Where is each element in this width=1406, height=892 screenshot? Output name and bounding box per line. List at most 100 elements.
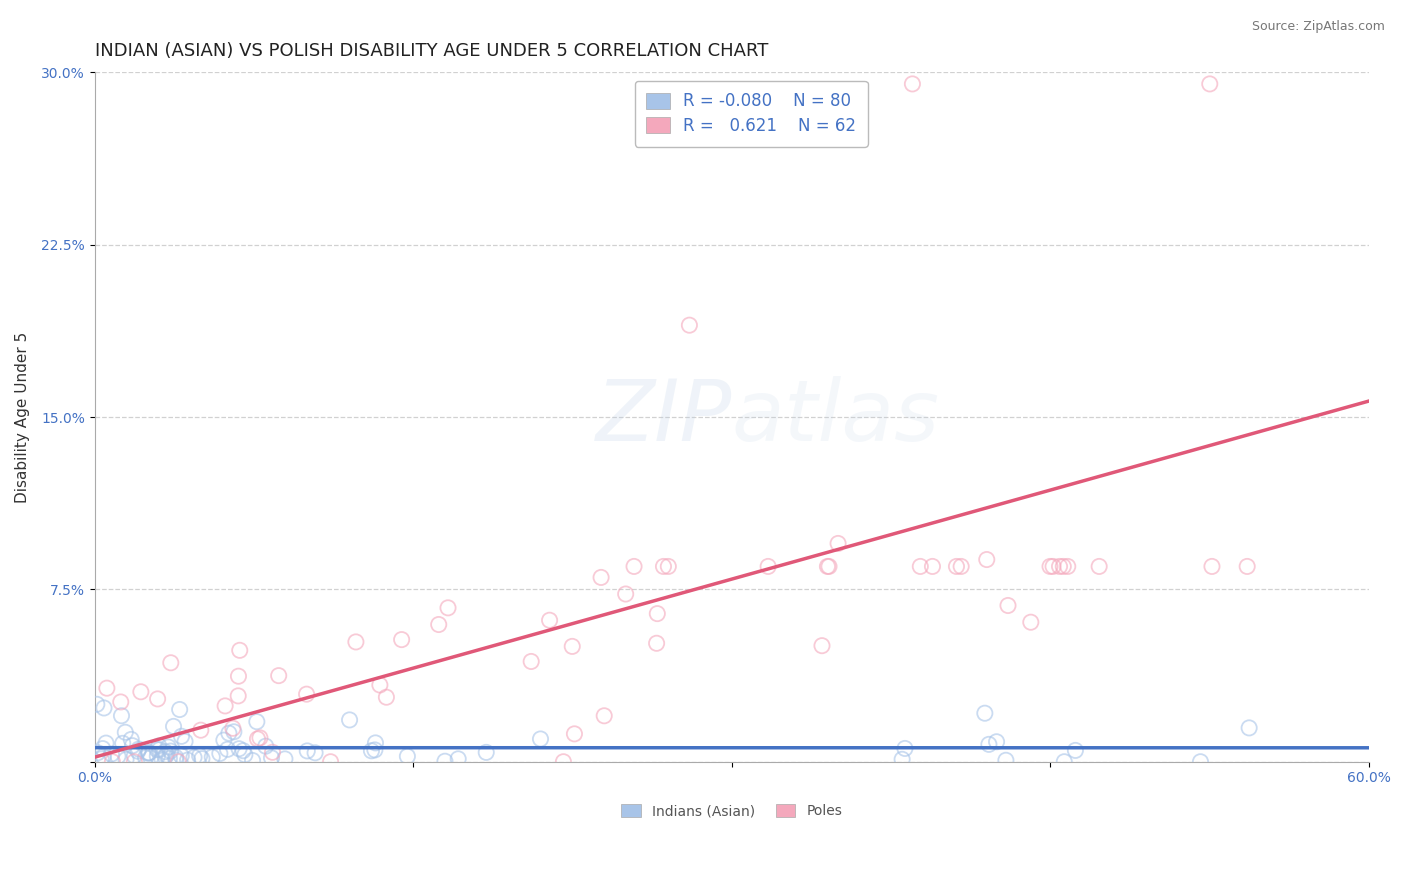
Point: [396, 749, 419, 764]
Point: [110, 708, 132, 723]
Point: [360, 744, 382, 758]
Point: [148, 739, 170, 753]
Point: [138, 746, 160, 760]
Point: [170, 748, 193, 763]
Point: [101, 755, 124, 769]
Point: [319, 755, 342, 769]
Point: [827, 536, 849, 550]
Point: [124, 755, 146, 769]
Point: [520, 655, 543, 669]
Point: [623, 559, 645, 574]
Point: [811, 639, 834, 653]
Point: [368, 678, 391, 692]
Point: [818, 559, 841, 574]
Point: [274, 752, 297, 766]
Point: [614, 587, 637, 601]
Point: [94, 736, 117, 750]
Point: [165, 750, 187, 764]
Point: [1189, 755, 1212, 769]
Point: [997, 599, 1019, 613]
Point: [159, 744, 181, 758]
Point: [86, 746, 108, 760]
Point: [591, 570, 613, 584]
Point: [124, 748, 146, 763]
Point: [188, 748, 211, 763]
Text: INDIAN (ASIAN) VS POLISH DISABILITY AGE UNDER 5 CORRELATION CHART: INDIAN (ASIAN) VS POLISH DISABILITY AGE …: [94, 42, 768, 60]
Point: [1053, 755, 1076, 769]
Point: [155, 747, 177, 762]
Point: [564, 727, 586, 741]
Point: [1056, 559, 1078, 574]
Point: [375, 690, 398, 705]
Point: [170, 729, 193, 743]
Point: [96, 681, 118, 695]
Point: [146, 692, 169, 706]
Point: [217, 742, 239, 756]
Point: [1049, 559, 1071, 574]
Point: [657, 559, 679, 574]
Point: [538, 613, 561, 627]
Point: [218, 726, 240, 740]
Point: [153, 749, 176, 764]
Point: [977, 737, 1000, 751]
Point: [364, 743, 387, 757]
Point: [529, 731, 551, 746]
Point: [391, 632, 413, 647]
Point: [169, 702, 191, 716]
Point: [447, 752, 470, 766]
Point: [127, 744, 149, 758]
Point: [1237, 721, 1260, 735]
Point: [191, 752, 214, 766]
Point: [110, 695, 132, 709]
Point: [232, 744, 254, 758]
Point: [901, 77, 924, 91]
Point: [190, 723, 212, 738]
Point: [1042, 559, 1064, 574]
Point: [201, 750, 224, 764]
Point: [153, 745, 176, 759]
Point: [90, 752, 112, 766]
Point: [214, 698, 236, 713]
Point: [437, 600, 460, 615]
Text: atlas: atlas: [733, 376, 939, 458]
Point: [254, 739, 277, 754]
Point: [553, 755, 575, 769]
Point: [260, 751, 283, 765]
Point: [86, 698, 108, 712]
Point: [114, 725, 136, 739]
Point: [100, 747, 122, 761]
Point: [249, 731, 271, 745]
Point: [246, 731, 269, 746]
Point: [246, 714, 269, 729]
Point: [120, 732, 142, 747]
Point: [1198, 77, 1220, 91]
Point: [129, 685, 152, 699]
Point: [93, 701, 115, 715]
Point: [212, 733, 235, 747]
Point: [107, 749, 129, 764]
Point: [222, 724, 245, 739]
Point: [228, 741, 250, 756]
Point: [976, 552, 998, 566]
Point: [115, 752, 138, 766]
Point: [427, 617, 450, 632]
Point: [165, 753, 187, 767]
Text: Source: ZipAtlas.com: Source: ZipAtlas.com: [1251, 20, 1385, 33]
Point: [561, 640, 583, 654]
Point: [91, 741, 114, 756]
Point: [228, 669, 250, 683]
Y-axis label: Disability Age Under 5: Disability Age Under 5: [15, 332, 30, 503]
Point: [157, 751, 180, 765]
Point: [344, 635, 367, 649]
Point: [433, 754, 456, 768]
Point: [593, 708, 616, 723]
Point: [295, 687, 318, 701]
Point: [146, 749, 169, 764]
Point: [93, 749, 115, 764]
Legend: Indians (Asian), Poles: Indians (Asian), Poles: [616, 798, 848, 823]
Point: [910, 559, 932, 574]
Point: [364, 736, 387, 750]
Point: [121, 739, 143, 753]
Point: [159, 656, 181, 670]
Point: [176, 753, 198, 767]
